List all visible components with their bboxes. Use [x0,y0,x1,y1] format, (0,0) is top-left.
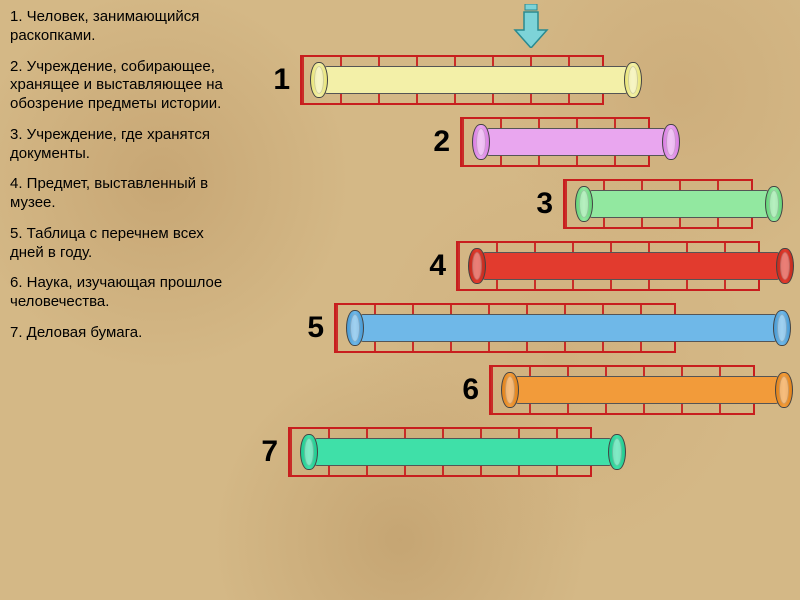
row-label-1: 1 [273,63,300,97]
clue-list: 1. Человек, занимающийся раскопками. 2. … [10,8,230,355]
row-label-6: 6 [462,373,489,407]
crossword-stage: 1 2 3 4 5 6 7 [240,0,800,600]
answer-scroll-3 [575,186,783,222]
down-arrow-icon [513,4,549,48]
answer-scroll-5 [346,310,791,346]
clue-6: 6. Наука, изучающая прошлое человечества… [10,274,230,312]
clue-5: 5. Таблица с перечнем всех дней в году. [10,225,230,263]
row-label-4: 4 [429,249,456,283]
answer-scroll-4 [468,248,794,284]
row-label-5: 5 [307,311,334,345]
answer-scroll-1 [310,62,642,98]
row-label-2: 2 [433,125,460,159]
clue-4: 4. Предмет, выставленный в музее. [10,175,230,213]
answer-scroll-6 [501,372,793,408]
answer-scroll-7 [300,434,626,470]
row-label-7: 7 [261,435,288,469]
clue-3: 3. Учреждение, где хранятся документы. [10,126,230,164]
row-label-3: 3 [536,187,563,221]
clue-7: 7. Деловая бумага. [10,324,230,343]
answer-scroll-2 [472,124,680,160]
clue-2: 2. Учреждение, собирающее, хранящее и вы… [10,58,230,114]
clue-1: 1. Человек, занимающийся раскопками. [10,8,230,46]
